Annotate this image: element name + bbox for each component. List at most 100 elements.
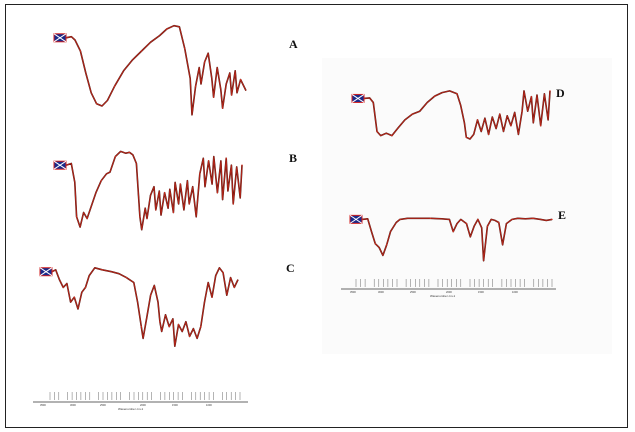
- spectrum-a-point: [203, 61, 206, 63]
- spectrum-c-point: [159, 321, 161, 323]
- spectrum-b-point: [155, 209, 157, 211]
- wavenumber-axis-left: 3500 3000 2500 2000 1500 1000 Wavenumber…: [33, 392, 248, 411]
- spectrum-a-point: [239, 78, 242, 81]
- tick-label-right-2500: 2500: [410, 290, 416, 294]
- spectrum-c-point: [233, 286, 235, 289]
- spectrum-e-point: [532, 217, 534, 219]
- spectrum-e-point: [429, 217, 432, 219]
- spectrum-c-point: [222, 272, 224, 274]
- spectrum-d-point: [521, 110, 523, 112]
- spectrum-d-point: [456, 93, 458, 95]
- tick-label-left-1500: 1500: [172, 403, 178, 407]
- spectrum-b-point: [179, 183, 182, 185]
- spectrum-b-point: [225, 157, 227, 159]
- spectrum-b-point: [86, 217, 88, 220]
- start-marker-icon: [53, 33, 67, 43]
- peak-marker-ticks-left: [49, 392, 241, 400]
- spectrum-d-point: [376, 130, 378, 133]
- spectrum-d-point: [530, 96, 533, 98]
- spectrum-d-shadow: [363, 90, 551, 140]
- tick-label-right-3500: 3500: [350, 290, 356, 294]
- axis-title-left: Wavenumber cm-1: [118, 407, 144, 411]
- spectrum-b-point: [75, 216, 78, 218]
- tick-label-left-3500: 3500: [40, 403, 46, 407]
- spectrum-b-point: [114, 155, 117, 158]
- spectrum-c-point: [200, 325, 202, 328]
- spectrum-c-point: [73, 296, 76, 298]
- spectrum-e-point: [374, 243, 376, 245]
- spectrum-a-point: [194, 85, 197, 87]
- spectrum-c: [39, 267, 239, 347]
- tick-label-left-2500: 2500: [100, 403, 106, 407]
- spectrum-d-point: [411, 113, 414, 115]
- start-marker-icon: [53, 160, 67, 170]
- spectrum-c-point: [168, 325, 170, 328]
- spectrum-d-point: [465, 136, 467, 138]
- spectrum-e-point: [551, 218, 553, 221]
- tick-label-left-2000: 2000: [140, 403, 146, 407]
- spectrum-e-point: [452, 230, 454, 233]
- spectrum-c-point: [84, 286, 87, 289]
- spectrum-b-point: [232, 203, 234, 205]
- spectrum-a-point: [212, 96, 215, 98]
- panel-label-e: E: [558, 208, 566, 222]
- spectrum-c-point: [62, 286, 64, 289]
- spectrum-d-point: [540, 125, 542, 127]
- spectrum-c-point: [101, 269, 103, 271]
- panel-label-d: D: [556, 86, 565, 100]
- axis-title-right: Wavenumber cm-1: [430, 294, 456, 298]
- spectrum-e-point: [486, 225, 489, 227]
- spectrum-d: [351, 90, 551, 140]
- start-marker-icon: [349, 214, 363, 224]
- spectrum-d-point: [487, 133, 490, 136]
- spectrum-c-shadow: [51, 267, 239, 347]
- spectrum-a-point: [221, 107, 224, 109]
- spectrum-d-point: [510, 125, 512, 127]
- spectrum-e-point: [465, 222, 468, 225]
- panel-label-c: C: [286, 261, 295, 275]
- tick-label-right-1500: 1500: [478, 290, 484, 294]
- spectrum-d-point: [476, 119, 479, 121]
- spectrum-a-point: [184, 48, 186, 50]
- spectrum-a: [53, 24, 247, 116]
- spectrum-a-point: [95, 103, 98, 105]
- spectrum-b-point: [163, 192, 166, 194]
- spectrum-c-line: [51, 267, 239, 347]
- spectrum-e-line: [361, 217, 553, 262]
- spectrum-e-point: [498, 221, 500, 224]
- tick-label-left-1000: 1000: [206, 403, 212, 407]
- spectrum-e-point: [477, 218, 479, 221]
- spectrum-b-point: [216, 192, 219, 194]
- tick-label-right-1000: 1000: [512, 290, 518, 294]
- tick-label-left-3000: 3000: [70, 403, 76, 407]
- spectrum-c-point: [188, 335, 191, 338]
- spectrum-a-point: [79, 50, 82, 52]
- spectrum-b-point: [199, 173, 201, 175]
- spectrum-b-point: [146, 217, 148, 220]
- spectrum-b-point: [207, 160, 210, 162]
- spectrum-a-point: [230, 94, 233, 96]
- spectrum-e: [349, 214, 553, 262]
- right-panel-background: [322, 58, 612, 354]
- spectrum-d-point: [549, 90, 551, 92]
- panel-label-b: B: [289, 151, 297, 165]
- spectrum-c-point: [125, 276, 128, 279]
- panel-label-a: A: [289, 37, 298, 51]
- spectrum-d-point: [391, 134, 393, 137]
- spectrum-b-point: [188, 203, 190, 205]
- start-marker-icon: [351, 93, 365, 103]
- spectrum-e-point: [511, 218, 513, 221]
- spectrum-b-line: [65, 150, 243, 231]
- spectrum-c-point: [211, 296, 213, 298]
- spectrum-c-point: [177, 323, 180, 326]
- tick-label-right-3000: 3000: [378, 290, 384, 294]
- spectrum-a-point: [140, 50, 143, 52]
- spectrum-b-point: [139, 216, 141, 218]
- tick-label-right-2000: 2000: [446, 290, 452, 294]
- spectrum-e-point: [386, 244, 388, 246]
- spectrum-b-point: [128, 151, 131, 153]
- spectrum-b-point: [241, 164, 243, 166]
- spectrum-b: [53, 150, 243, 231]
- spectrum-d-point: [434, 95, 436, 97]
